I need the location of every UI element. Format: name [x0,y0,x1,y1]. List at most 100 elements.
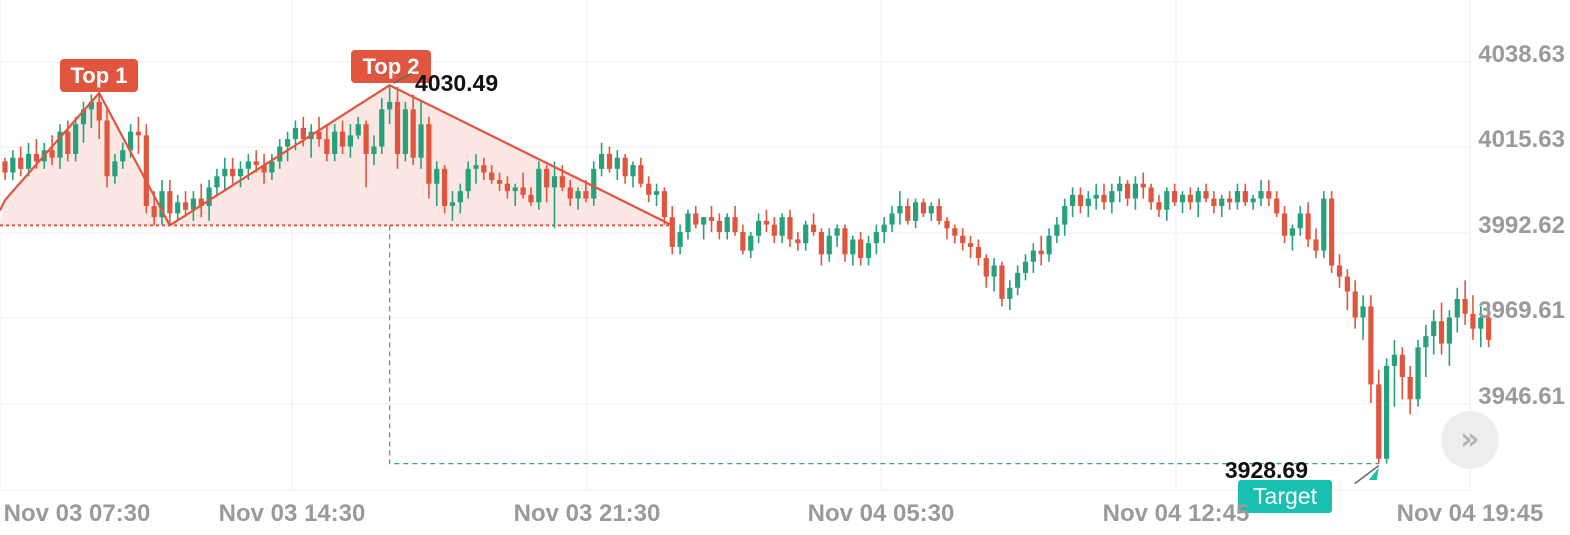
candle-body[interactable] [277,146,283,162]
candle-body[interactable] [1391,354,1398,366]
candle-body[interactable] [120,150,126,162]
candle-body[interactable] [104,120,110,177]
candle-body[interactable] [1227,198,1233,203]
candle-body[interactable] [489,172,495,180]
candle-body[interactable] [756,220,762,236]
candle-body[interactable] [913,202,919,221]
candle-body[interactable] [1289,228,1295,236]
candle-body[interactable] [1030,250,1036,262]
candle-body[interactable] [237,168,244,177]
candle-body[interactable] [473,165,479,169]
candle-body[interactable] [1250,198,1256,203]
candle-body[interactable] [944,220,950,229]
candle-body[interactable] [975,246,981,259]
candle-body[interactable] [410,109,416,158]
candle-body[interactable] [559,176,565,188]
candle-body[interactable] [653,191,660,195]
candle-body[interactable] [1085,198,1091,207]
candle-body[interactable] [1415,347,1421,400]
candle-body[interactable] [135,131,142,136]
candle-body[interactable] [1172,191,1178,203]
candle-body[interactable] [222,168,228,177]
candle-body[interactable] [748,235,754,251]
candle-body[interactable] [740,232,746,251]
candle-body[interactable] [842,228,848,255]
candle-body[interactable] [536,168,542,203]
candle-body[interactable] [339,131,346,147]
candle-body[interactable] [599,153,605,169]
candle-body[interactable] [1423,336,1429,348]
candle-body[interactable] [1431,321,1437,337]
candle-body[interactable] [583,191,589,199]
candle-body[interactable] [387,101,393,110]
candle-body[interactable] [920,202,927,214]
candle-body[interactable] [936,206,942,221]
candle-body[interactable] [151,206,157,218]
candle-body[interactable] [1132,183,1138,199]
candle-body[interactable] [779,217,785,236]
candle-body[interactable] [347,135,353,147]
candle-body[interactable] [810,224,817,233]
candle-body[interactable] [300,127,306,140]
candle-body[interactable] [175,202,181,214]
candle-body[interactable] [708,217,715,221]
candle-body[interactable] [716,220,722,233]
candle-body[interactable] [1164,191,1170,210]
candle-body[interactable] [873,232,879,244]
candle-body[interactable] [1407,377,1413,400]
candle-body[interactable] [1454,298,1460,318]
candle-body[interactable] [646,183,652,195]
candle-body[interactable] [724,217,730,233]
candle-body[interactable] [1368,306,1374,385]
candle-body[interactable] [426,124,432,184]
candle-body[interactable] [787,217,793,240]
candle-body[interactable] [669,217,675,247]
candle-body[interactable] [324,139,330,154]
candle-body[interactable] [732,217,738,233]
candle-body[interactable] [1187,194,1193,203]
candle-body[interactable] [159,191,165,218]
candle-body[interactable] [1321,198,1327,251]
candle-body[interactable] [1486,317,1492,340]
candle-body[interactable] [96,101,102,121]
candle-body[interactable] [1384,365,1390,459]
candle-body[interactable] [1352,291,1358,318]
candle-body[interactable] [418,124,424,158]
candle-body[interactable] [285,139,291,147]
candle-body[interactable] [230,168,236,177]
candle-body[interactable] [1438,321,1445,344]
candle-body[interactable] [614,157,620,169]
candle-body[interactable] [379,109,385,147]
candle-body[interactable] [1360,306,1366,318]
candle-body[interactable] [1297,213,1303,229]
candle-body[interactable] [1062,206,1068,225]
candle-body[interactable] [1462,298,1468,314]
candle-body[interactable] [803,224,809,244]
candle-body[interactable] [1007,287,1013,299]
candle-body[interactable] [567,187,573,199]
candle-body[interactable] [865,243,872,259]
candle-body[interactable] [88,101,94,110]
candle-body[interactable] [214,176,220,188]
candle-body[interactable] [1242,191,1248,203]
candle-body[interactable] [661,191,667,218]
candle-body[interactable] [881,224,887,233]
candle-body[interactable] [65,131,71,154]
candle-body[interactable] [834,228,840,236]
candle-body[interactable] [1054,224,1060,236]
candle-body[interactable] [999,265,1005,299]
candle-body[interactable] [771,224,777,236]
candle-body[interactable] [1219,198,1225,207]
candle-body[interactable] [1446,317,1452,344]
candle-body[interactable] [551,176,558,188]
candle-body[interactable] [1140,183,1146,188]
candle-body[interactable] [1015,272,1021,288]
candle-body[interactable] [394,101,401,154]
candle-body[interactable] [128,131,134,151]
candle-body[interactable] [442,168,448,207]
candle-body[interactable] [1258,191,1264,199]
candle-body[interactable] [57,131,63,158]
candle-body[interactable] [1038,250,1044,255]
candle-body[interactable] [1281,213,1288,236]
